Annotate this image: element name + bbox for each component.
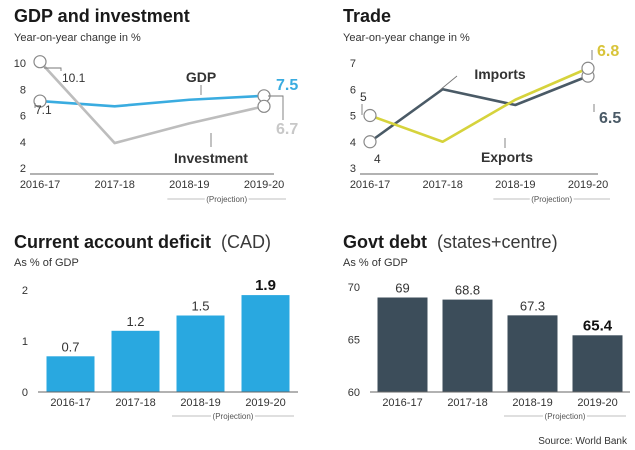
source-note: Source: World Bank xyxy=(538,436,628,447)
cad-subtitle: As % of GDP xyxy=(14,257,79,269)
bar-2018-19 xyxy=(507,315,558,392)
bar-2016-17 xyxy=(46,356,95,392)
bar-2017-18 xyxy=(442,299,493,392)
x-tick-label: 2016-17 xyxy=(350,179,390,191)
gdp-investment-subtitle: Year-on-year change in % xyxy=(14,32,141,44)
start-value-label: 4 xyxy=(374,152,381,166)
bar-value-label: 67.3 xyxy=(520,298,545,313)
trade-title: Trade xyxy=(343,6,391,26)
start-value-label: 7.1 xyxy=(35,103,52,117)
gdp-investment-title: GDP and investment xyxy=(14,6,190,26)
x-tick-label: 2018-19 xyxy=(180,397,220,409)
y-tick-label: 2 xyxy=(20,163,26,175)
x-tick-label: 2017-18 xyxy=(447,397,487,409)
y-tick-label: 4 xyxy=(350,137,356,149)
y-tick-label: 70 xyxy=(348,282,360,294)
x-tick-label: 2016-17 xyxy=(382,397,422,409)
bar-2018-19 xyxy=(176,315,225,392)
cad-plot: 0 1 2 0.7 2016-17 1.2 2017-18 1.5 2018-19 1.9 2019… xyxy=(22,277,298,423)
bar-value-label: 65.4 xyxy=(583,317,613,334)
series-name-label: Exports xyxy=(481,149,533,165)
series-point-marker xyxy=(33,94,47,108)
projection-label: (Projection) xyxy=(531,195,572,204)
x-tick-label: 2019-20 xyxy=(568,179,608,191)
govt-debt-panel: Govt debt (states+centre) As % of GDP 60… xyxy=(343,232,630,423)
y-tick-label: 7 xyxy=(350,58,356,70)
y-tick-label: 4 xyxy=(20,137,26,149)
govt-debt-plot: 60 65 70 69 2016-17 68.8 2017-18 67.3 2018-19 65.… xyxy=(348,281,630,423)
trade-panel: Trade Year-on-year change in % 345672016… xyxy=(343,6,622,206)
y-tick-label: 6 xyxy=(20,111,26,123)
bar-2017-18 xyxy=(111,330,160,392)
x-tick-label: 2017-18 xyxy=(94,179,134,191)
x-tick-label: 2019-20 xyxy=(245,397,285,409)
x-tick-label: 2018-19 xyxy=(512,397,552,409)
cad-title-suffix: (CAD) xyxy=(221,232,271,252)
leader-line xyxy=(268,95,284,120)
y-tick-label: 0 xyxy=(22,387,28,399)
series-line-exports xyxy=(369,67,589,144)
x-tick-label: 2019-20 xyxy=(577,397,617,409)
leader-line xyxy=(439,75,458,91)
y-tick-label: 65 xyxy=(348,335,360,347)
bar-value-label: 1.2 xyxy=(126,314,144,329)
govt-debt-title-suffix: (states+centre) xyxy=(437,232,558,252)
bar-value-label: 1.9 xyxy=(255,277,276,294)
series-point-marker xyxy=(363,108,377,123)
series-name-label: Imports xyxy=(474,66,526,82)
start-value-label: 10.1 xyxy=(62,71,86,85)
trade-subtitle: Year-on-year change in % xyxy=(343,32,470,44)
projection-label: (Projection) xyxy=(545,412,586,421)
series-line-investment xyxy=(39,60,265,145)
bar-2019-20 xyxy=(572,335,623,392)
y-tick-label: 2 xyxy=(22,285,28,297)
bar-value-label: 0.7 xyxy=(61,339,79,354)
cad-title-main: Current account deficit xyxy=(14,232,211,252)
x-tick-label: 2018-19 xyxy=(169,179,209,191)
y-tick-label: 60 xyxy=(348,387,360,399)
govt-debt-title: Govt debt (states+centre) xyxy=(343,232,558,252)
x-tick-label: 2017-18 xyxy=(115,397,155,409)
govt-debt-subtitle: As % of GDP xyxy=(343,257,408,269)
leader-line xyxy=(44,67,62,71)
end-value-label: 6.5 xyxy=(599,110,621,127)
series-point-marker xyxy=(581,61,595,75)
series-point-marker xyxy=(363,135,377,149)
x-tick-label: 2016-17 xyxy=(50,397,90,409)
y-tick-label: 5 xyxy=(350,111,356,123)
cad-title: Current account deficit (CAD) xyxy=(14,232,271,252)
cad-panel: Current account deficit (CAD) As % of GD… xyxy=(14,232,298,423)
bar-value-label: 69 xyxy=(395,281,409,296)
y-tick-label: 8 xyxy=(20,84,26,96)
bar-value-label: 68.8 xyxy=(455,283,480,298)
series-line-imports xyxy=(369,74,589,143)
series-point-marker xyxy=(33,55,47,69)
projection-label: (Projection) xyxy=(213,412,254,421)
series-name-label: GDP xyxy=(186,69,216,85)
end-value-label: 7.5 xyxy=(276,77,298,94)
y-tick-label: 1 xyxy=(22,336,28,348)
y-tick-label: 6 xyxy=(350,84,356,96)
bar-2016-17 xyxy=(377,297,428,392)
x-tick-label: 2019-20 xyxy=(244,179,284,191)
series-name-label: Investment xyxy=(174,150,248,166)
x-tick-label: 2016-17 xyxy=(20,179,60,191)
bar-2019-20 xyxy=(241,295,290,392)
x-tick-label: 2018-19 xyxy=(495,179,535,191)
bar-value-label: 1.5 xyxy=(191,299,209,314)
start-value-label: 5 xyxy=(360,90,367,104)
gdp-investment-panel: GDP and investment Year-on-year change i… xyxy=(14,6,299,206)
govt-debt-title-main: Govt debt xyxy=(343,232,427,252)
projection-label: (Projection) xyxy=(206,195,247,204)
y-tick-label: 10 xyxy=(14,58,26,70)
end-value-label: 6.7 xyxy=(276,121,298,138)
x-tick-label: 2017-18 xyxy=(422,179,462,191)
gdp-investment-plot: 2 4 6 8 10 2016-17 2017-18 2018-19 2019-20 (Proje… xyxy=(14,55,298,206)
series-point-marker xyxy=(257,99,271,113)
end-value-label: 6.8 xyxy=(597,43,619,60)
y-tick-label: 3 xyxy=(350,163,356,175)
